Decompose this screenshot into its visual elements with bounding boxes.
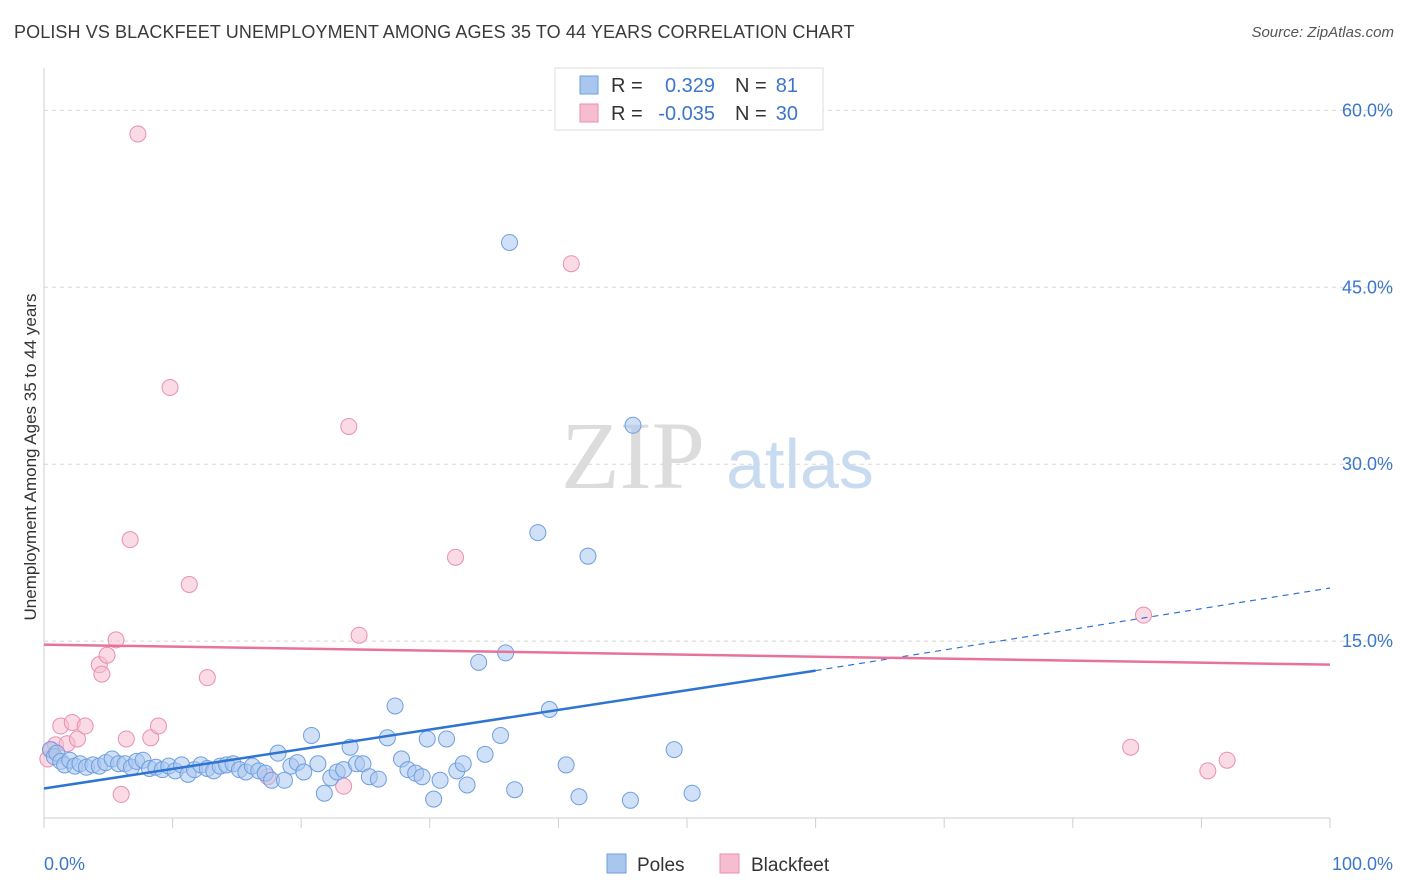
legend-poles-n-value: 81 <box>776 75 798 97</box>
poles-point <box>302 726 320 744</box>
blackfeet-point <box>117 730 135 748</box>
blackfeet-point <box>198 669 216 687</box>
poles-point <box>454 755 472 773</box>
blackfeet-point <box>340 417 358 435</box>
legend-blackfeet-r-label: R = <box>611 103 643 125</box>
poles-point <box>492 726 510 744</box>
legend-bottom-swatch-poles <box>606 853 627 874</box>
blackfeet-point <box>142 729 160 747</box>
blackfeet-point <box>180 575 198 593</box>
legend-swatch-poles <box>579 75 599 95</box>
poles-point <box>386 697 404 715</box>
blackfeet-point <box>68 730 86 748</box>
poles-point <box>431 771 449 789</box>
legend-box <box>554 67 824 131</box>
poles-point <box>529 524 547 542</box>
blackfeet-point <box>93 665 111 683</box>
blackfeet-point <box>1135 606 1153 624</box>
watermark-atlas: atlas <box>726 425 874 503</box>
legend-blackfeet-n-value: 30 <box>776 103 798 125</box>
x-tick-label: 100.0% <box>1332 854 1393 874</box>
gridlines <box>44 109 1390 642</box>
blackfeet-point <box>562 255 580 273</box>
poles-point <box>309 755 327 773</box>
poles-point <box>369 770 387 788</box>
legend-poles-r-label: R = <box>611 75 643 97</box>
legend-poles-r-value: 0.329 <box>665 75 715 97</box>
watermark: ZIP atlas <box>561 402 874 509</box>
blackfeet-point <box>161 379 179 397</box>
poles-point <box>506 781 524 799</box>
axes <box>43 68 1331 828</box>
poles-point <box>275 771 293 789</box>
chart-title: POLISH VS BLACKFEET UNEMPLOYMENT AMONG A… <box>14 22 855 42</box>
poles-point <box>624 416 642 434</box>
legend-bottom: Poles Blackfeet <box>606 853 830 876</box>
poles-trendline <box>43 669 816 790</box>
poles-point <box>621 791 639 809</box>
y-tick-label: 15.0% <box>1342 631 1393 651</box>
legend-blackfeet-r-value: -0.035 <box>658 103 715 125</box>
blackfeet-trendline <box>43 643 1331 666</box>
blackfeet-point <box>107 631 125 649</box>
legend-poles-n-label: N = <box>735 75 767 97</box>
y-axis-label: Unemployment Among Ages 35 to 44 years <box>21 294 40 621</box>
poles-point <box>470 653 488 671</box>
blackfeet-point <box>149 717 167 735</box>
poles-point <box>315 784 333 802</box>
blackfeet-point <box>129 125 147 143</box>
poles-point <box>579 547 597 565</box>
series-poles-points <box>41 233 701 809</box>
blackfeet-point <box>1122 738 1140 756</box>
blackfeet-point <box>350 626 368 644</box>
blackfeet-point <box>98 646 116 664</box>
poles-point <box>438 730 456 748</box>
poles-point <box>557 756 575 774</box>
trendlines <box>43 587 1331 790</box>
legend-top: R = 0.329 N = 81 R = -0.035 N = 30 <box>554 67 824 131</box>
poles-point <box>570 788 588 806</box>
poles-point <box>501 233 519 251</box>
poles-point <box>418 730 436 748</box>
legend-blackfeet-n-label: N = <box>735 103 767 125</box>
poles-point <box>665 741 683 759</box>
legend-bottom-swatch-blackfeet <box>719 853 740 874</box>
poles-trendline-extension <box>815 587 1331 672</box>
legend-bottom-blackfeet: Blackfeet <box>751 855 830 876</box>
blackfeet-point <box>447 548 465 566</box>
poles-point <box>425 790 443 808</box>
poles-point <box>295 763 313 781</box>
poles-point <box>476 745 494 763</box>
blackfeet-point <box>335 777 353 795</box>
y-tick-label: 30.0% <box>1342 454 1393 474</box>
blackfeet-point <box>112 785 130 803</box>
legend-swatch-blackfeet <box>579 103 599 123</box>
y-axis-tick-labels: 15.0% 30.0% 45.0% 60.0% <box>1342 100 1393 651</box>
poles-point <box>458 776 476 794</box>
x-axis-tick-labels: 0.0% 100.0% <box>44 854 1393 874</box>
blackfeet-point <box>1218 751 1236 769</box>
legend-bottom-poles: Poles <box>637 855 685 876</box>
poles-point <box>413 768 431 786</box>
x-tick-label: 0.0% <box>44 854 85 874</box>
poles-point <box>683 784 701 802</box>
blackfeet-point <box>1199 762 1217 780</box>
blackfeet-point <box>121 531 139 549</box>
y-tick-label: 45.0% <box>1342 277 1393 297</box>
y-tick-label: 60.0% <box>1342 100 1393 120</box>
blackfeet-point <box>76 717 94 735</box>
chart-source: Source: ZipAtlas.com <box>1251 24 1394 41</box>
